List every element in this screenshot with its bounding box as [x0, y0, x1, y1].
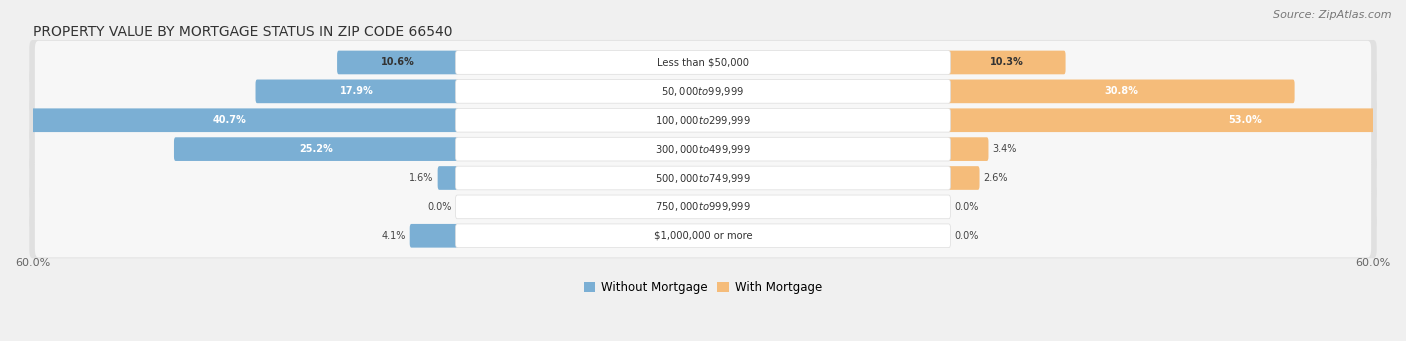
- FancyBboxPatch shape: [456, 79, 950, 103]
- FancyBboxPatch shape: [30, 69, 1376, 114]
- FancyBboxPatch shape: [1, 108, 458, 132]
- Text: 10.6%: 10.6%: [381, 58, 415, 68]
- FancyBboxPatch shape: [30, 127, 1376, 172]
- FancyBboxPatch shape: [35, 41, 1371, 84]
- FancyBboxPatch shape: [35, 185, 1371, 228]
- FancyBboxPatch shape: [35, 156, 1371, 200]
- FancyBboxPatch shape: [30, 98, 1376, 143]
- FancyBboxPatch shape: [30, 213, 1376, 258]
- FancyBboxPatch shape: [948, 108, 1406, 132]
- Text: 0.0%: 0.0%: [427, 202, 451, 212]
- Text: Less than $50,000: Less than $50,000: [657, 58, 749, 68]
- FancyBboxPatch shape: [35, 70, 1371, 113]
- FancyBboxPatch shape: [948, 50, 1066, 74]
- Text: 40.7%: 40.7%: [212, 115, 246, 125]
- FancyBboxPatch shape: [456, 50, 950, 74]
- Text: 1.6%: 1.6%: [409, 173, 433, 183]
- FancyBboxPatch shape: [30, 155, 1376, 201]
- Text: $500,000 to $749,999: $500,000 to $749,999: [655, 172, 751, 184]
- FancyBboxPatch shape: [437, 166, 458, 190]
- FancyBboxPatch shape: [948, 137, 988, 161]
- Text: 4.1%: 4.1%: [381, 231, 406, 241]
- FancyBboxPatch shape: [30, 40, 1376, 85]
- Text: $50,000 to $99,999: $50,000 to $99,999: [661, 85, 745, 98]
- Text: 53.0%: 53.0%: [1227, 115, 1261, 125]
- Text: 2.6%: 2.6%: [983, 173, 1008, 183]
- FancyBboxPatch shape: [948, 79, 1295, 103]
- FancyBboxPatch shape: [456, 166, 950, 190]
- Text: 30.8%: 30.8%: [1104, 86, 1137, 97]
- FancyBboxPatch shape: [174, 137, 458, 161]
- Text: 3.4%: 3.4%: [993, 144, 1017, 154]
- Text: $300,000 to $499,999: $300,000 to $499,999: [655, 143, 751, 155]
- Text: 17.9%: 17.9%: [340, 86, 374, 97]
- FancyBboxPatch shape: [35, 128, 1371, 171]
- FancyBboxPatch shape: [35, 214, 1371, 257]
- FancyBboxPatch shape: [456, 108, 950, 132]
- Text: $1,000,000 or more: $1,000,000 or more: [654, 231, 752, 241]
- Text: 0.0%: 0.0%: [955, 202, 979, 212]
- FancyBboxPatch shape: [456, 195, 950, 219]
- FancyBboxPatch shape: [409, 224, 458, 248]
- FancyBboxPatch shape: [456, 137, 950, 161]
- FancyBboxPatch shape: [35, 99, 1371, 142]
- Legend: Without Mortgage, With Mortgage: Without Mortgage, With Mortgage: [583, 281, 823, 294]
- Text: $750,000 to $999,999: $750,000 to $999,999: [655, 201, 751, 213]
- Text: PROPERTY VALUE BY MORTGAGE STATUS IN ZIP CODE 66540: PROPERTY VALUE BY MORTGAGE STATUS IN ZIP…: [32, 25, 453, 39]
- FancyBboxPatch shape: [948, 166, 980, 190]
- Text: 0.0%: 0.0%: [955, 231, 979, 241]
- Text: $100,000 to $299,999: $100,000 to $299,999: [655, 114, 751, 127]
- FancyBboxPatch shape: [256, 79, 458, 103]
- FancyBboxPatch shape: [30, 184, 1376, 229]
- FancyBboxPatch shape: [337, 50, 458, 74]
- Text: 10.3%: 10.3%: [990, 58, 1024, 68]
- Text: Source: ZipAtlas.com: Source: ZipAtlas.com: [1274, 10, 1392, 20]
- Text: 25.2%: 25.2%: [299, 144, 333, 154]
- FancyBboxPatch shape: [456, 224, 950, 248]
